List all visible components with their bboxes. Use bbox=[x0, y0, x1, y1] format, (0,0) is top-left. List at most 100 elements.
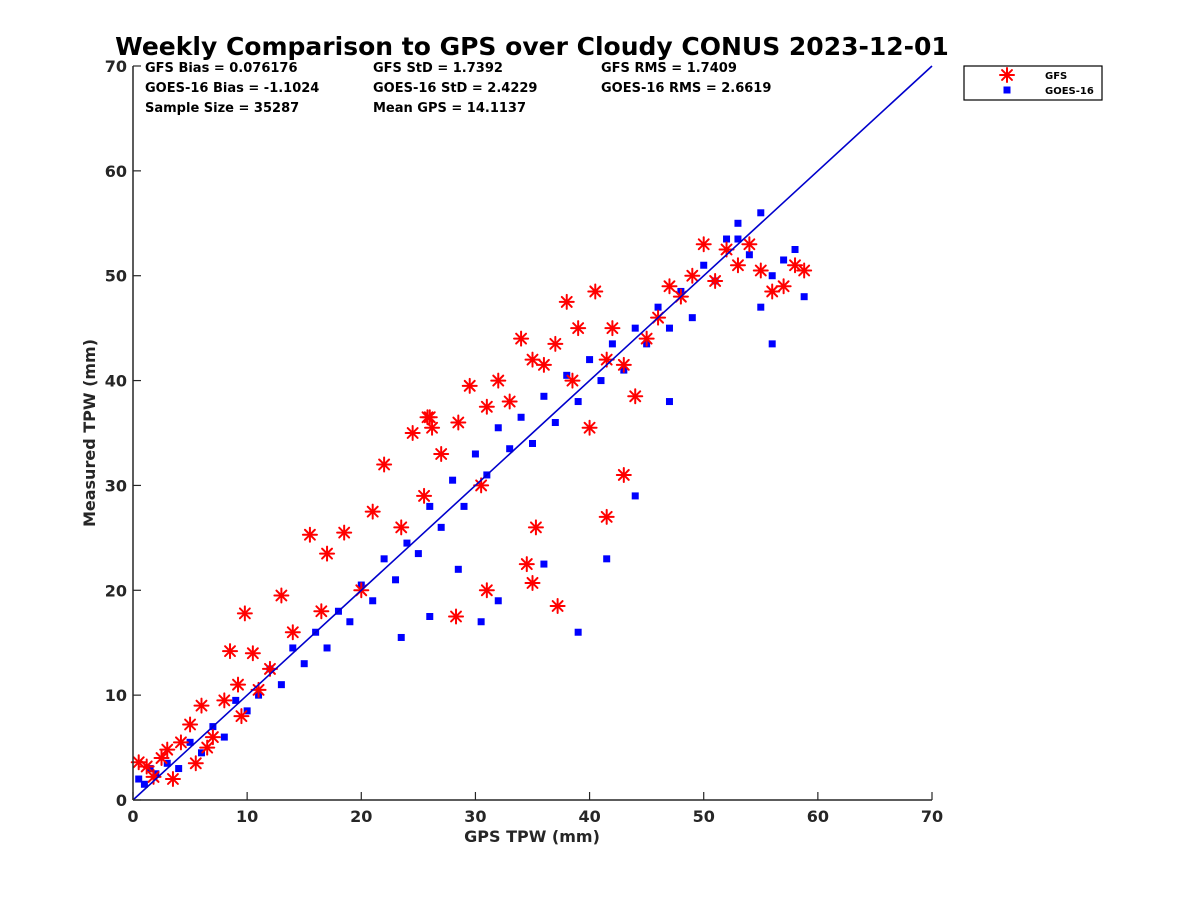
goes-16-point bbox=[506, 445, 514, 453]
legend-box bbox=[963, 65, 1103, 101]
goes-16-point bbox=[369, 597, 377, 605]
y-axis-ticks: 0 10 20 30 40 50 60 70 bbox=[105, 57, 141, 810]
goes-16-point bbox=[723, 235, 731, 243]
gfs-point bbox=[638, 330, 655, 347]
gfs-point bbox=[236, 605, 253, 622]
gfs-point bbox=[301, 526, 318, 543]
stat-sample-size: Sample Size = 35287 bbox=[145, 101, 299, 116]
gfs-point bbox=[570, 320, 587, 337]
gfs-point bbox=[313, 603, 330, 620]
y-tick-label: 60 bbox=[105, 162, 127, 181]
gfs-point bbox=[741, 236, 758, 253]
gfs-point bbox=[695, 236, 712, 253]
gfs-point bbox=[627, 388, 644, 405]
goes-16-point bbox=[449, 476, 457, 484]
gfs-point bbox=[233, 708, 250, 725]
gfs-point bbox=[478, 582, 495, 599]
gfs-point bbox=[393, 519, 410, 536]
goes-16-point bbox=[529, 439, 536, 447]
goes-16-point bbox=[426, 502, 434, 510]
goes-16-point bbox=[688, 314, 696, 322]
goes-16-point bbox=[800, 293, 808, 301]
goes-16-point bbox=[397, 633, 405, 641]
goes-16-point bbox=[232, 696, 240, 704]
goes-16-point bbox=[477, 618, 485, 626]
y-tick-label: 30 bbox=[105, 476, 127, 495]
goes-16-point bbox=[175, 765, 183, 773]
x-tick-label: 0 bbox=[127, 807, 138, 826]
stat-goes-std: GOES-16 StD = 2.4229 bbox=[373, 81, 537, 96]
goes-16-point bbox=[426, 613, 434, 620]
series-goes-16 bbox=[135, 209, 808, 788]
gfs-point bbox=[193, 697, 210, 714]
gfs-point bbox=[549, 598, 566, 615]
goes-16-point bbox=[734, 219, 742, 227]
goes-16-point bbox=[277, 681, 285, 689]
goes-16-point bbox=[437, 523, 445, 531]
gfs-point bbox=[535, 356, 552, 373]
goes-16-point bbox=[300, 660, 308, 668]
goes-16-point bbox=[140, 780, 148, 788]
gfs-point bbox=[182, 716, 199, 733]
gfs-point bbox=[199, 739, 216, 756]
goes-16-point bbox=[574, 628, 582, 636]
stat-goes-bias: GOES-16 Bias = -1.1024 bbox=[145, 81, 319, 96]
y-tick-label: 20 bbox=[105, 581, 127, 600]
gfs-point bbox=[336, 524, 353, 541]
gfs-point bbox=[764, 283, 781, 300]
goes-16-point bbox=[403, 539, 411, 547]
goes-16-point bbox=[597, 377, 605, 385]
legend-goes-label: GOES-16 bbox=[1045, 86, 1094, 97]
goes-16-point bbox=[540, 392, 548, 400]
gfs-point bbox=[547, 335, 564, 352]
goes-16-point bbox=[471, 450, 479, 458]
x-tick-label: 60 bbox=[807, 807, 829, 826]
goes-16-point bbox=[380, 555, 388, 563]
goes-16-point bbox=[494, 424, 502, 432]
y-tick-label: 70 bbox=[105, 57, 127, 76]
gfs-point bbox=[364, 503, 381, 520]
goes-16-point bbox=[414, 550, 422, 558]
gfs-point bbox=[230, 676, 247, 693]
gfs-point bbox=[558, 293, 575, 310]
legend-gfs-marker bbox=[999, 67, 1015, 83]
goes-16-point bbox=[745, 251, 753, 259]
gfs-point bbox=[461, 377, 478, 394]
gfs-point bbox=[752, 262, 769, 279]
gfs-point bbox=[513, 330, 530, 347]
goes-16-point bbox=[454, 565, 462, 573]
goes-16-point bbox=[768, 272, 776, 280]
chart-title: Weekly Comparison to GPS over Cloudy CON… bbox=[115, 32, 949, 61]
legend-goes-marker bbox=[1003, 86, 1011, 94]
gfs-point bbox=[524, 351, 541, 368]
goes-16-point bbox=[289, 644, 297, 652]
goes-16-point bbox=[665, 324, 673, 332]
gfs-point bbox=[598, 508, 615, 525]
gfs-point bbox=[273, 587, 290, 604]
stat-gfs-bias: GFS Bias = 0.076176 bbox=[145, 61, 298, 76]
series-gfs bbox=[130, 236, 813, 788]
goes-16-point bbox=[631, 324, 639, 332]
legend-gfs-label: GFS bbox=[1045, 71, 1067, 82]
goes-16-point bbox=[517, 413, 525, 421]
legend-gfs-symbol bbox=[999, 67, 1015, 83]
gfs-point bbox=[244, 645, 261, 662]
gfs-point bbox=[424, 419, 441, 436]
goes-16-point bbox=[665, 398, 673, 406]
gfs-point bbox=[204, 729, 221, 746]
x-axis-label: GPS TPW (mm) bbox=[464, 827, 600, 846]
gfs-point bbox=[587, 283, 604, 300]
gfs-point bbox=[376, 456, 393, 473]
gfs-point bbox=[729, 257, 746, 274]
stat-goes-rms: GOES-16 RMS = 2.6619 bbox=[601, 81, 771, 96]
gfs-point bbox=[419, 409, 436, 426]
gfs-point bbox=[775, 278, 792, 295]
y-tick-label: 0 bbox=[116, 791, 127, 810]
gfs-point bbox=[222, 643, 239, 660]
gfs-point bbox=[448, 608, 465, 625]
gfs-point bbox=[604, 320, 621, 337]
gfs-point bbox=[661, 278, 678, 295]
goes-16-point bbox=[654, 303, 662, 311]
gfs-point bbox=[284, 624, 301, 641]
stat-mean-gps: Mean GPS = 14.1137 bbox=[373, 101, 526, 116]
